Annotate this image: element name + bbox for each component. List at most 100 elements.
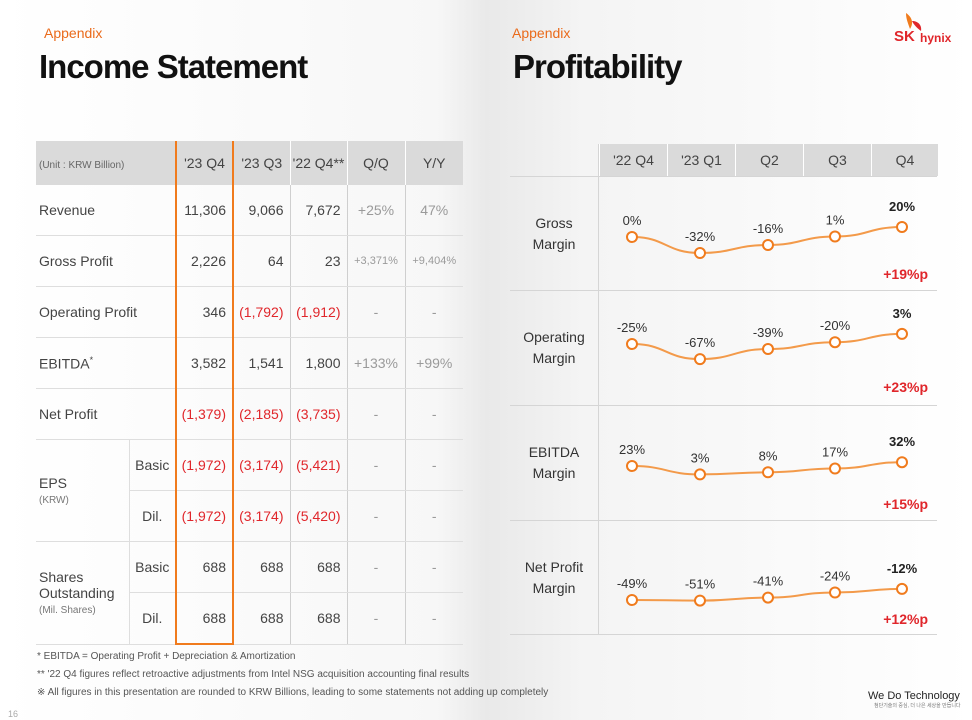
row-label-gross-margin: Gross Margin <box>532 215 576 252</box>
sk-hynix-logo: SK hynix <box>894 11 964 47</box>
gross-yy: +9,404% <box>404 235 463 287</box>
eps-dil-23q4: (1,972) <box>175 490 234 542</box>
prof-col-23q1: '23 Q1 <box>667 144 735 176</box>
prof-col-q2: Q2 <box>735 144 803 176</box>
margin-point <box>896 456 908 469</box>
ebitda-22q4: 1,800 <box>289 337 347 389</box>
margin-data-label: 32% <box>889 434 915 449</box>
right-appendix-label: Appendix <box>512 25 571 41</box>
row-divider <box>510 634 937 635</box>
ebitda-margin-delta: +15%p <box>883 496 928 512</box>
row-divider <box>510 520 937 521</box>
shares-dil-label: Dil. <box>128 592 176 645</box>
table-row: Net Profit (1,379) (2,185) (3,735) - - <box>36 388 463 440</box>
gross-23q3: 64 <box>232 235 290 287</box>
table-row: Revenue 11,306 9,066 7,672 +25% 47% <box>36 185 463 236</box>
unit-label: (Unit : KRW Billion) <box>36 141 176 185</box>
margin-data-label: -41% <box>753 574 784 589</box>
shares-dil-yy: - <box>404 592 463 645</box>
row-label-gross-profit: Gross Profit <box>36 235 176 287</box>
table-row: Gross Profit 2,226 64 23 +3,371% +9,404% <box>36 235 463 287</box>
income-statement-title: Income Statement <box>39 48 308 85</box>
eps-basic-23q4: (1,972) <box>175 439 234 491</box>
column-divider <box>598 144 599 634</box>
margin-data-label: -67% <box>685 335 716 350</box>
eps-dil-22q4: (5,420) <box>289 490 347 542</box>
margin-data-label: -20% <box>820 318 851 333</box>
shares-basic-23q4: 688 <box>175 541 234 593</box>
table-row: EPS (KRW) Basic (1,972) (3,174) (5,421) -… <box>36 439 463 542</box>
col-header-22q4: '22 Q4** <box>289 141 347 185</box>
margin-point <box>896 582 908 595</box>
margin-point <box>762 591 774 604</box>
row-label-net-profit: Net Profit <box>36 388 176 440</box>
eps-dil-label: Dil. <box>128 490 176 542</box>
margin-point <box>762 239 774 251</box>
table-row: Shares Outstanding (Mil. Shares) Basic 688… <box>36 541 463 645</box>
gross-qq: +3,371% <box>346 235 405 287</box>
margin-data-label: -24% <box>820 569 851 584</box>
shares-basic-qq: - <box>346 541 405 593</box>
table-row: EBITDA* 3,582 1,541 1,800 +133% +99% <box>36 337 463 389</box>
margin-data-label: -32% <box>685 229 716 244</box>
net-23q4: (1,379) <box>175 388 234 440</box>
margin-point <box>762 343 774 356</box>
op-23q3: (1,792) <box>232 286 290 338</box>
margin-point <box>694 594 706 607</box>
col-header-qq: Q/Q <box>346 141 405 185</box>
revenue-23q4: 11,306 <box>175 185 234 236</box>
eps-dil-yy: - <box>404 490 463 542</box>
shares-basic-22q4: 688 <box>289 541 347 593</box>
row-divider <box>510 405 937 406</box>
table-row: Dil. (1,972) (3,174) (5,420) - - <box>36 490 463 542</box>
shares-basic-yy: - <box>404 541 463 593</box>
op-23q4: 346 <box>175 286 234 338</box>
row-label-operating-margin: Operating Margin <box>523 329 585 366</box>
footnote-rounding: ※ All figures in this presentation are r… <box>37 687 549 698</box>
margin-point <box>762 466 774 479</box>
eps-dil-23q3: (3,174) <box>232 490 290 542</box>
gross-margin-delta: +19%p <box>883 266 928 282</box>
row-label-eps: EPS (KRW) <box>36 439 129 542</box>
col-header-23q4: '23 Q4 <box>175 141 234 185</box>
margin-point <box>896 221 908 233</box>
table-row: Operating Profit 346 (1,792) (1,912) - - <box>36 286 463 338</box>
revenue-23q3: 9,066 <box>232 185 290 236</box>
shares-basic-23q3: 688 <box>232 541 290 593</box>
row-label-revenue: Revenue <box>36 185 176 236</box>
eps-basic-label: Basic <box>128 439 176 491</box>
ebitda-23q3: 1,541 <box>232 337 290 389</box>
income-statement-table: (Unit : KRW Billion) '23 Q4 '23 Q3 '22 Q… <box>36 141 463 645</box>
margin-point <box>626 338 638 350</box>
margin-point <box>829 230 841 243</box>
margin-data-label: 1% <box>826 213 845 228</box>
row-label-ebitda: EBITDA* <box>36 337 176 389</box>
ebitda-23q4: 3,582 <box>175 337 234 389</box>
revenue-22q4: 7,672 <box>289 185 347 236</box>
row-label-ebitda-margin: EBITDA Margin <box>528 444 580 481</box>
operating-margin-delta: +23%p <box>883 379 928 395</box>
logo-hynix-text: hynix <box>920 31 952 45</box>
margin-data-label: -49% <box>617 576 648 591</box>
shares-dil-23q3: 688 <box>232 592 290 645</box>
revenue-qq: +25% <box>346 185 405 236</box>
margin-point <box>829 586 841 599</box>
margin-data-label: 0% <box>623 213 642 228</box>
op-qq: - <box>346 286 405 338</box>
net-profit-margin-delta: +12%p <box>883 611 928 627</box>
margin-data-label: 23% <box>619 442 645 457</box>
margin-point <box>694 468 706 481</box>
margin-data-label: -12% <box>887 561 918 576</box>
table-row: Dil. 688 688 688 - - <box>36 592 463 645</box>
net-qq: - <box>346 388 405 440</box>
eps-basic-qq: - <box>346 439 405 491</box>
eps-basic-23q3: (3,174) <box>232 439 290 491</box>
col-header-23q3: '23 Q3 <box>232 141 290 185</box>
eps-basic-yy: - <box>404 439 463 491</box>
sk-butterfly-icon <box>906 13 922 31</box>
gross-23q4: 2,226 <box>175 235 234 287</box>
ebitda-yy: +99% <box>404 337 463 389</box>
prof-col-q3: Q3 <box>803 144 871 176</box>
shares-dil-23q4: 688 <box>175 592 234 645</box>
margin-point <box>694 247 706 259</box>
